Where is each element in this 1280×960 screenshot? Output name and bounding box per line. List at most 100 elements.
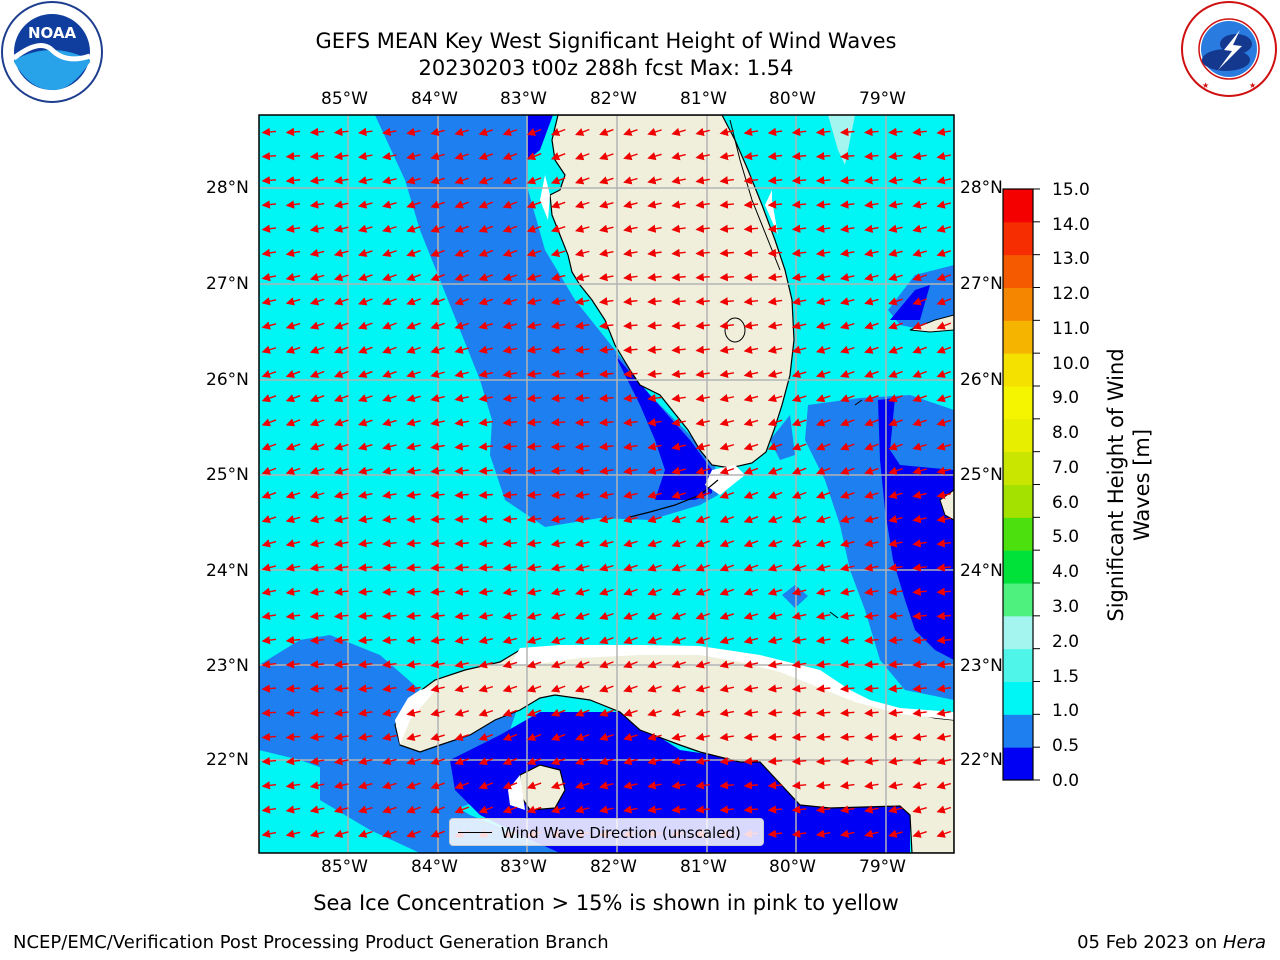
wave-arrow <box>333 418 349 427</box>
wave-arrow <box>767 272 783 282</box>
colorbar-tick: 14.0 <box>1052 215 1090 235</box>
wave-arrow <box>502 321 518 330</box>
wave-arrow <box>719 539 735 548</box>
wave-arrow <box>719 248 734 258</box>
wave-arrow <box>430 297 445 306</box>
wave-arrow <box>333 297 349 306</box>
wave-arrow <box>406 345 421 354</box>
wave-arrow <box>791 418 807 427</box>
wave-arrow <box>623 805 638 814</box>
wave-arrow <box>840 321 855 330</box>
wave-arrow <box>623 272 638 282</box>
wave-arrow <box>791 272 807 282</box>
wave-arrow <box>430 176 445 185</box>
wave-arrow <box>671 152 686 161</box>
wave-arrow <box>526 733 542 741</box>
wave-arrow <box>623 345 638 354</box>
wave-arrow <box>743 491 759 499</box>
wave-arrow <box>261 756 277 766</box>
wave-arrow <box>430 514 445 524</box>
wave-arrow <box>309 224 325 233</box>
wave-arrow <box>719 200 734 209</box>
wave-arrow <box>912 442 927 451</box>
wave-arrow <box>358 370 373 378</box>
wave-arrow <box>261 442 277 451</box>
footer-host: Hera <box>1222 932 1266 953</box>
wave-arrow <box>743 345 759 354</box>
lat-label-left: 28°N <box>206 178 249 198</box>
wave-arrow <box>695 515 711 524</box>
wave-arrow <box>791 248 807 258</box>
wave-arrow <box>550 660 566 669</box>
wave-arrow <box>767 539 783 548</box>
colorbar-tick: 1.5 <box>1052 667 1080 687</box>
wave-arrow <box>671 636 686 645</box>
wave-arrow <box>936 466 951 475</box>
wave-arrow <box>671 515 686 524</box>
wave-arrow <box>791 176 807 185</box>
wave-arrow <box>647 442 662 451</box>
wave-arrow <box>695 321 710 330</box>
wave-arrow <box>695 152 710 161</box>
wave-arrow <box>719 684 735 693</box>
wave-arrow <box>406 127 421 137</box>
wave-arrow <box>864 732 879 742</box>
wave-arrow <box>647 515 662 524</box>
wave-arrow <box>767 151 783 161</box>
wave-arrow <box>430 805 445 814</box>
wave-arrow <box>309 127 325 137</box>
wave-arrow <box>454 394 469 403</box>
wave-arrow <box>912 611 927 621</box>
wave-arrow <box>840 805 855 814</box>
colorbar-tick: 12.0 <box>1052 284 1090 304</box>
wave-arrow <box>815 829 831 838</box>
wave-arrow <box>430 611 445 621</box>
wave-arrow <box>502 466 518 475</box>
wave-arrow <box>478 490 493 500</box>
colorbar-tick: 8.0 <box>1052 423 1080 443</box>
wave-arrow <box>550 781 566 790</box>
wave-arrow <box>454 200 470 209</box>
wave-arrow <box>599 128 614 136</box>
wave-arrow <box>671 781 686 790</box>
wave-arrow <box>840 563 855 572</box>
wave-arrow <box>912 151 927 161</box>
wave-arrow <box>647 587 662 596</box>
wave-arrow <box>358 539 373 548</box>
wave-arrow <box>623 612 638 620</box>
wave-arrow <box>623 200 638 209</box>
wave-arrow <box>864 370 879 378</box>
wave-arrow <box>333 660 349 669</box>
wave-arrow <box>719 224 734 233</box>
legend-label: Wind Wave Direction (unscaled) <box>501 824 741 842</box>
wave-arrow <box>550 369 566 379</box>
wave-arrow <box>599 757 614 766</box>
wave-arrow <box>912 539 927 548</box>
wave-arrow <box>454 781 470 790</box>
wave-arrow <box>695 805 710 814</box>
colorbar-segment <box>1003 550 1033 584</box>
wave-arrow <box>309 611 325 621</box>
colorbar-segment <box>1003 287 1033 321</box>
wave-arrow <box>309 660 325 669</box>
wave-arrow <box>430 684 445 693</box>
lat-label-left: 26°N <box>206 370 249 390</box>
wave-arrow <box>791 805 807 814</box>
wave-arrow <box>815 127 831 137</box>
wave-arrow <box>406 466 421 475</box>
wave-arrow <box>261 248 277 258</box>
colorbar-segment <box>1003 451 1033 485</box>
wave-arrow <box>864 635 879 645</box>
wave-arrow <box>502 345 518 354</box>
wave-arrow <box>261 515 277 524</box>
colorbar-segment <box>1003 615 1033 650</box>
colorbar-segment <box>1003 747 1033 781</box>
wave-arrow <box>888 273 903 282</box>
wave-arrow <box>815 224 831 233</box>
wave-arrow <box>358 611 373 621</box>
wave-arrow <box>382 466 397 475</box>
wave-arrow <box>333 273 349 282</box>
legend-line-swatch <box>458 832 492 833</box>
wave-arrow <box>888 563 903 572</box>
wave-arrow <box>647 539 662 548</box>
